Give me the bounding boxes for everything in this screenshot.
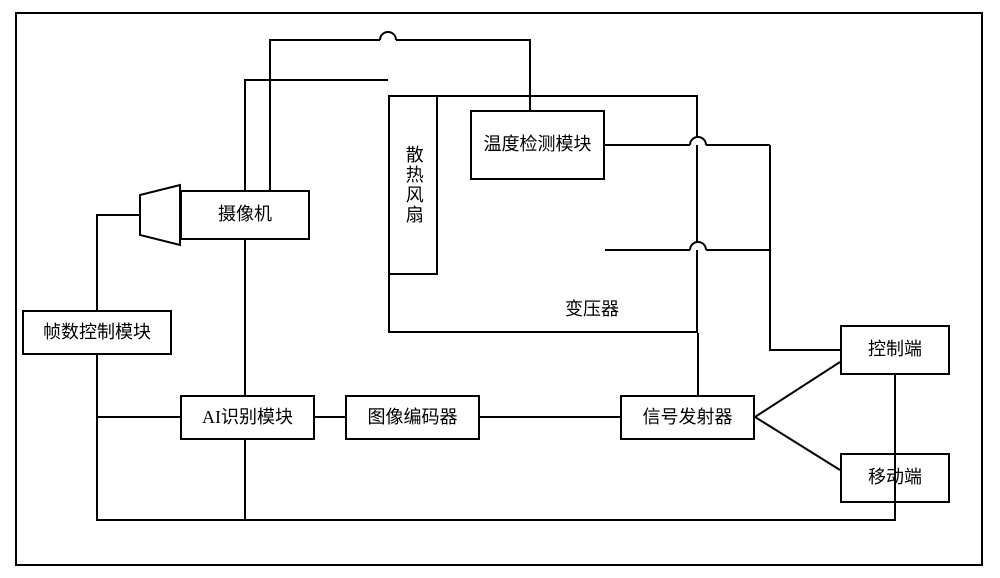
transmitter-label: 信号发射器 [643,406,733,429]
transmitter-box: 信号发射器 [620,395,755,440]
control-end-box: 控制端 [840,325,950,375]
ai-module-label: AI识别模块 [202,406,293,429]
temp-module-box: 温度检测模块 [470,110,605,180]
mobile-end-box: 移动端 [840,453,950,503]
frame-ctrl-box: 帧数控制模块 [22,310,172,355]
camera-box: 摄像机 [180,190,310,240]
mobile-end-label: 移动端 [868,466,922,489]
encoder-box: 图像编码器 [345,395,480,440]
temp-module-label: 温度检测模块 [484,133,592,156]
camera-label: 摄像机 [218,203,272,226]
control-end-label: 控制端 [868,338,922,361]
fan-box: 散热风扇 [388,95,438,275]
encoder-label: 图像编码器 [368,406,458,429]
transformer-label: 变压器 [565,295,619,321]
ai-module-box: AI识别模块 [180,395,315,440]
fan-label: 散热风扇 [401,145,424,225]
diagram-canvas: 变压器 散热风扇 温度检测模块 摄像机 帧数控制模块 AI识别模块 图像编码器 … [0,0,1000,578]
frame-ctrl-label: 帧数控制模块 [43,321,151,344]
